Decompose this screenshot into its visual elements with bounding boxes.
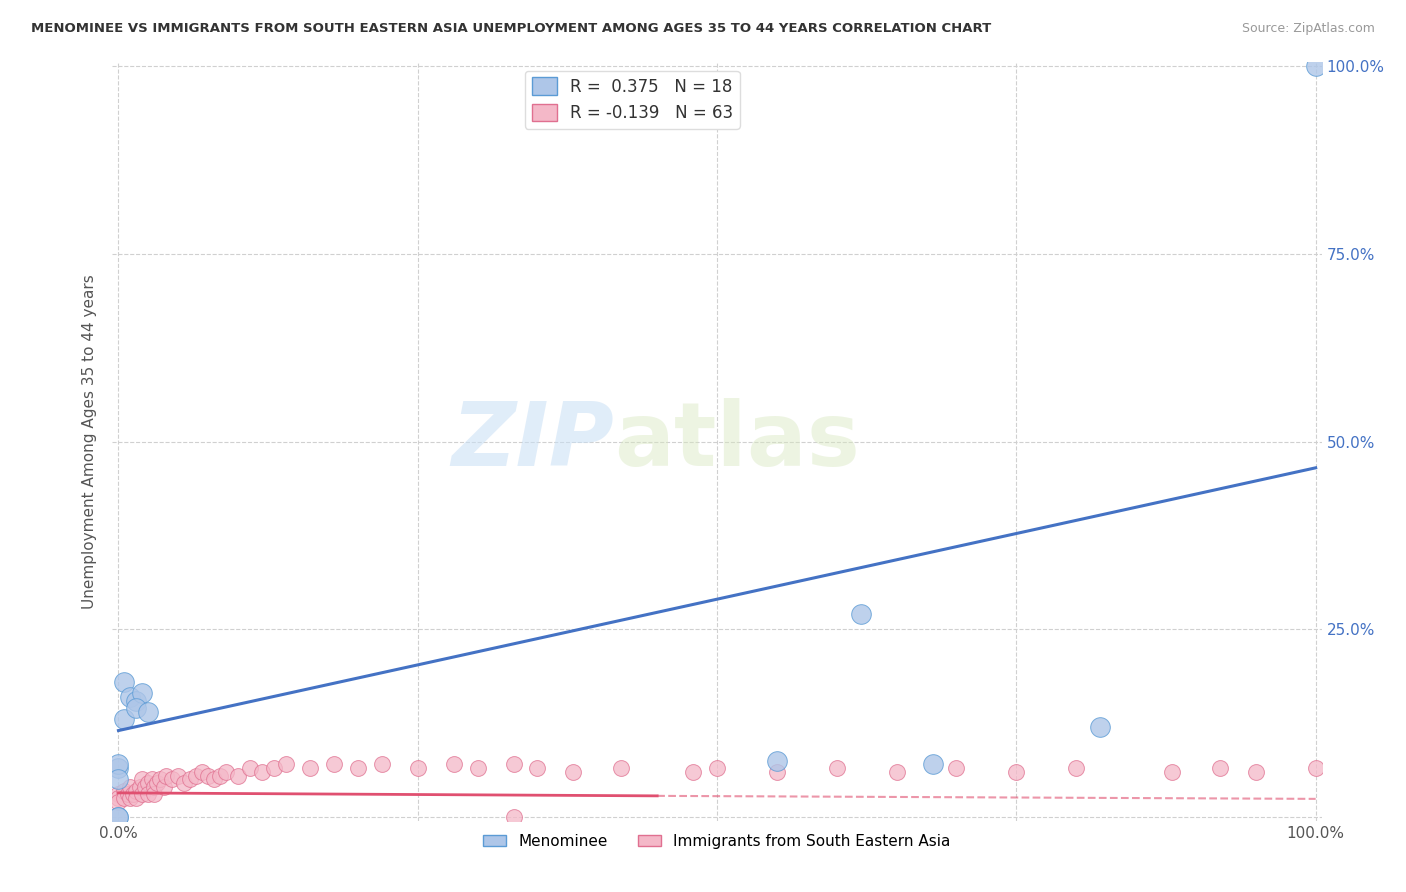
Point <box>406 761 429 775</box>
Point <box>526 761 548 775</box>
Text: MENOMINEE VS IMMIGRANTS FROM SOUTH EASTERN ASIA UNEMPLOYMENT AMONG AGES 35 TO 44: MENOMINEE VS IMMIGRANTS FROM SOUTH EASTE… <box>31 22 991 36</box>
Point <box>138 705 160 719</box>
Point <box>120 791 142 805</box>
Point <box>825 761 848 775</box>
Point <box>117 788 139 802</box>
Point <box>502 810 524 824</box>
Point <box>138 776 160 790</box>
Point <box>131 788 153 802</box>
Point <box>146 776 169 790</box>
Point <box>107 772 129 787</box>
Point <box>131 772 153 787</box>
Point <box>1209 761 1232 775</box>
Point <box>347 761 370 775</box>
Point <box>323 757 346 772</box>
Y-axis label: Unemployment Among Ages 35 to 44 years: Unemployment Among Ages 35 to 44 years <box>82 274 97 609</box>
Point <box>1305 761 1327 775</box>
Point <box>502 757 524 772</box>
Point <box>921 757 943 772</box>
Point <box>129 780 152 794</box>
Point <box>274 757 297 772</box>
Text: atlas: atlas <box>614 398 860 485</box>
Point <box>239 761 262 775</box>
Point <box>120 780 142 794</box>
Point <box>215 764 238 779</box>
Point <box>121 788 143 802</box>
Point <box>114 712 136 726</box>
Point <box>120 690 142 704</box>
Point <box>149 772 172 787</box>
Point <box>186 769 208 783</box>
Point <box>179 772 201 787</box>
Point <box>125 783 148 797</box>
Point <box>849 607 872 622</box>
Point <box>1161 764 1184 779</box>
Text: ZIP: ZIP <box>451 398 614 485</box>
Point <box>191 764 214 779</box>
Point <box>766 754 789 768</box>
Point <box>131 686 153 700</box>
Point <box>467 761 489 775</box>
Point <box>945 761 967 775</box>
Point <box>107 757 129 772</box>
Point <box>682 764 704 779</box>
Point <box>143 780 166 794</box>
Point <box>1088 720 1111 734</box>
Point <box>134 780 156 794</box>
Point <box>167 769 190 783</box>
Point <box>153 780 176 794</box>
Point <box>371 757 394 772</box>
Point <box>125 791 148 805</box>
Point <box>886 764 908 779</box>
Point <box>162 772 184 787</box>
Point <box>562 764 585 779</box>
Point <box>107 761 129 775</box>
Point <box>209 769 232 783</box>
Point <box>107 795 129 809</box>
Text: Source: ZipAtlas.com: Source: ZipAtlas.com <box>1241 22 1375 36</box>
Point <box>114 783 136 797</box>
Point <box>226 769 249 783</box>
Point <box>173 776 195 790</box>
Point <box>250 764 273 779</box>
Point <box>766 764 789 779</box>
Point <box>1005 764 1028 779</box>
Point <box>298 761 321 775</box>
Point <box>1305 59 1327 73</box>
Point <box>143 788 166 802</box>
Point <box>443 757 465 772</box>
Point <box>125 701 148 715</box>
Point <box>107 810 129 824</box>
Point <box>1064 761 1087 775</box>
Legend: Menominee, Immigrants from South Eastern Asia: Menominee, Immigrants from South Eastern… <box>477 828 957 855</box>
Point <box>138 788 160 802</box>
Point <box>610 761 633 775</box>
Point <box>107 791 129 805</box>
Point <box>107 788 129 802</box>
Point <box>1244 764 1267 779</box>
Point <box>197 769 219 783</box>
Point <box>263 761 285 775</box>
Point <box>706 761 728 775</box>
Point <box>202 772 225 787</box>
Point <box>114 674 136 689</box>
Point <box>114 791 136 805</box>
Point <box>107 810 129 824</box>
Point <box>155 769 177 783</box>
Point <box>141 772 163 787</box>
Point <box>125 693 148 707</box>
